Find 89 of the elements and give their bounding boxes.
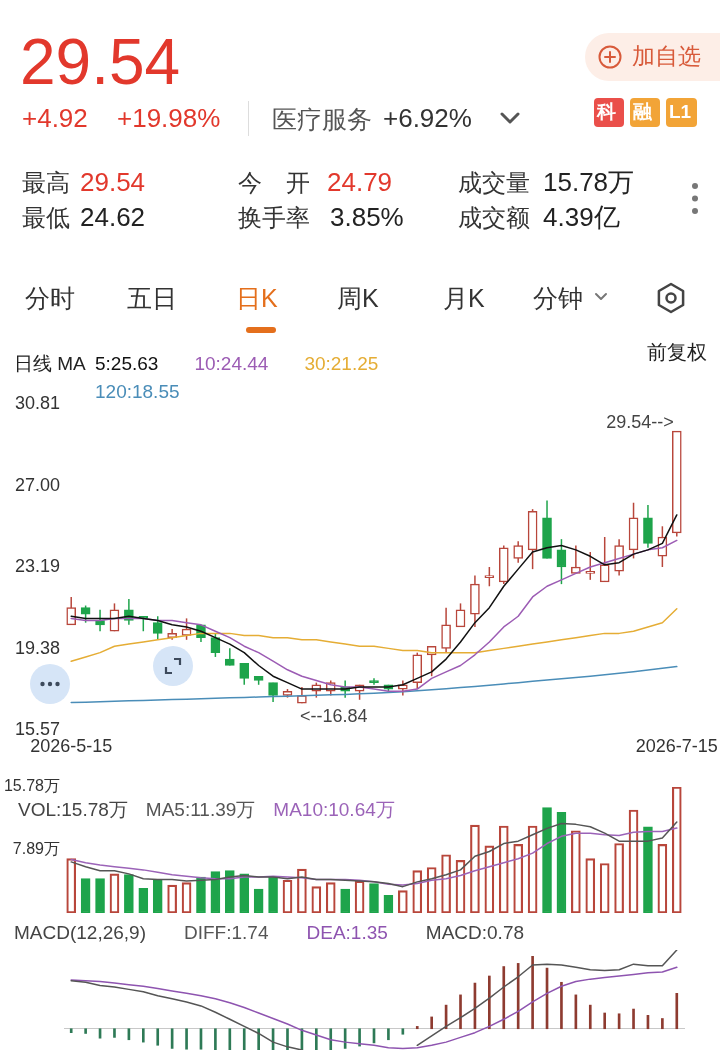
text: 分钟: [533, 283, 583, 313]
bar: [84, 1028, 87, 1034]
bar: [531, 955, 534, 1030]
text: 120:18.55: [95, 381, 180, 403]
text: 29.54: [20, 24, 181, 100]
y-tick-label: 27.00: [14, 474, 60, 495]
y-tick-label: 30.81: [14, 392, 60, 413]
bar: [315, 1028, 318, 1050]
bar: [286, 1028, 289, 1050]
annotation: <--16.84: [299, 706, 368, 727]
text: 医疗服务: [272, 104, 372, 134]
bar: [588, 1004, 592, 1030]
text: 4.39亿: [543, 202, 620, 234]
text: 科: [597, 100, 616, 124]
candlestick: [66, 596, 77, 626]
bar: [242, 1028, 246, 1050]
bar: [516, 963, 520, 1030]
text: 3.85%: [330, 202, 404, 234]
bar: [675, 992, 679, 1030]
candlestick: [152, 615, 163, 641]
text: MA5:11.39万: [145, 799, 256, 821]
bar: [113, 1028, 116, 1038]
bar: [141, 1028, 145, 1043]
text: 24.79: [327, 167, 393, 199]
bar: [387, 1028, 390, 1041]
text: 前复权: [647, 341, 707, 363]
x-tick-label: 2026-7-15: [635, 736, 718, 757]
text: MA10:10.64万: [273, 799, 395, 821]
candlestick: [556, 538, 567, 585]
text: 最低: [22, 203, 70, 233]
text: +4.92: [22, 103, 88, 135]
candlestick: [210, 632, 221, 658]
text: 成交量: [458, 168, 530, 198]
bar: [415, 1026, 419, 1030]
bar: [560, 981, 563, 1030]
bar: [214, 1028, 217, 1050]
legend-title: 日线 MA: [14, 353, 86, 375]
text: MACD:0.78: [425, 922, 525, 944]
bar: [329, 1028, 333, 1050]
candlestick: [109, 602, 120, 632]
text: 29.54: [80, 167, 146, 199]
candlestick: [95, 609, 105, 632]
annotation: 29.54-->: [606, 412, 674, 433]
bar: [632, 1008, 635, 1030]
text: 15.78万: [543, 167, 635, 199]
y-tick-label: 15.78万: [3, 777, 60, 795]
y-tick-label: 19.38: [14, 637, 60, 658]
bar: [69, 1028, 73, 1034]
y-tick-label: 23.19: [14, 556, 60, 577]
legend-title: VOL:15.78万: [18, 799, 128, 821]
bar: [156, 1028, 160, 1046]
text: 10:24.44: [194, 353, 269, 375]
bar: [430, 1016, 433, 1030]
candlestick: [585, 551, 596, 581]
bar: [603, 1012, 607, 1030]
text: 今 开: [238, 168, 310, 198]
text: 周K: [337, 283, 379, 313]
text: 换手率: [238, 203, 310, 233]
text: 日K: [236, 283, 278, 313]
text: 五日: [127, 283, 177, 313]
bar: [661, 1018, 664, 1030]
text: 加自选: [632, 43, 701, 71]
text: +19.98%: [117, 103, 221, 135]
text: 24.62: [80, 202, 146, 234]
text: 5:25.63: [95, 353, 159, 375]
bar: [459, 994, 462, 1030]
y-tick-label: 7.89万: [12, 840, 60, 858]
candlestick: [513, 540, 524, 564]
bar: [358, 1028, 361, 1047]
text: +6.92%: [383, 103, 472, 135]
candlestick: [426, 645, 437, 677]
bar: [488, 975, 491, 1030]
candlestick: [484, 566, 495, 588]
candlestick: [181, 617, 192, 641]
text: 最高: [22, 168, 70, 198]
bar: [257, 1028, 260, 1050]
text: 成交额: [458, 203, 530, 233]
bar: [185, 1028, 188, 1050]
legend-title: MACD(12,26,9): [14, 922, 146, 944]
bar: [228, 1028, 232, 1050]
text: DIFF:1.74: [184, 922, 269, 944]
text: DEA:1.35: [306, 922, 388, 944]
text: 融: [633, 100, 652, 124]
bar: [502, 966, 506, 1030]
candlestick: [599, 536, 610, 583]
text: 30:21.25: [304, 353, 379, 375]
candlestick: [455, 602, 466, 628]
text: 分时: [25, 283, 75, 313]
text: 月K: [443, 283, 485, 313]
